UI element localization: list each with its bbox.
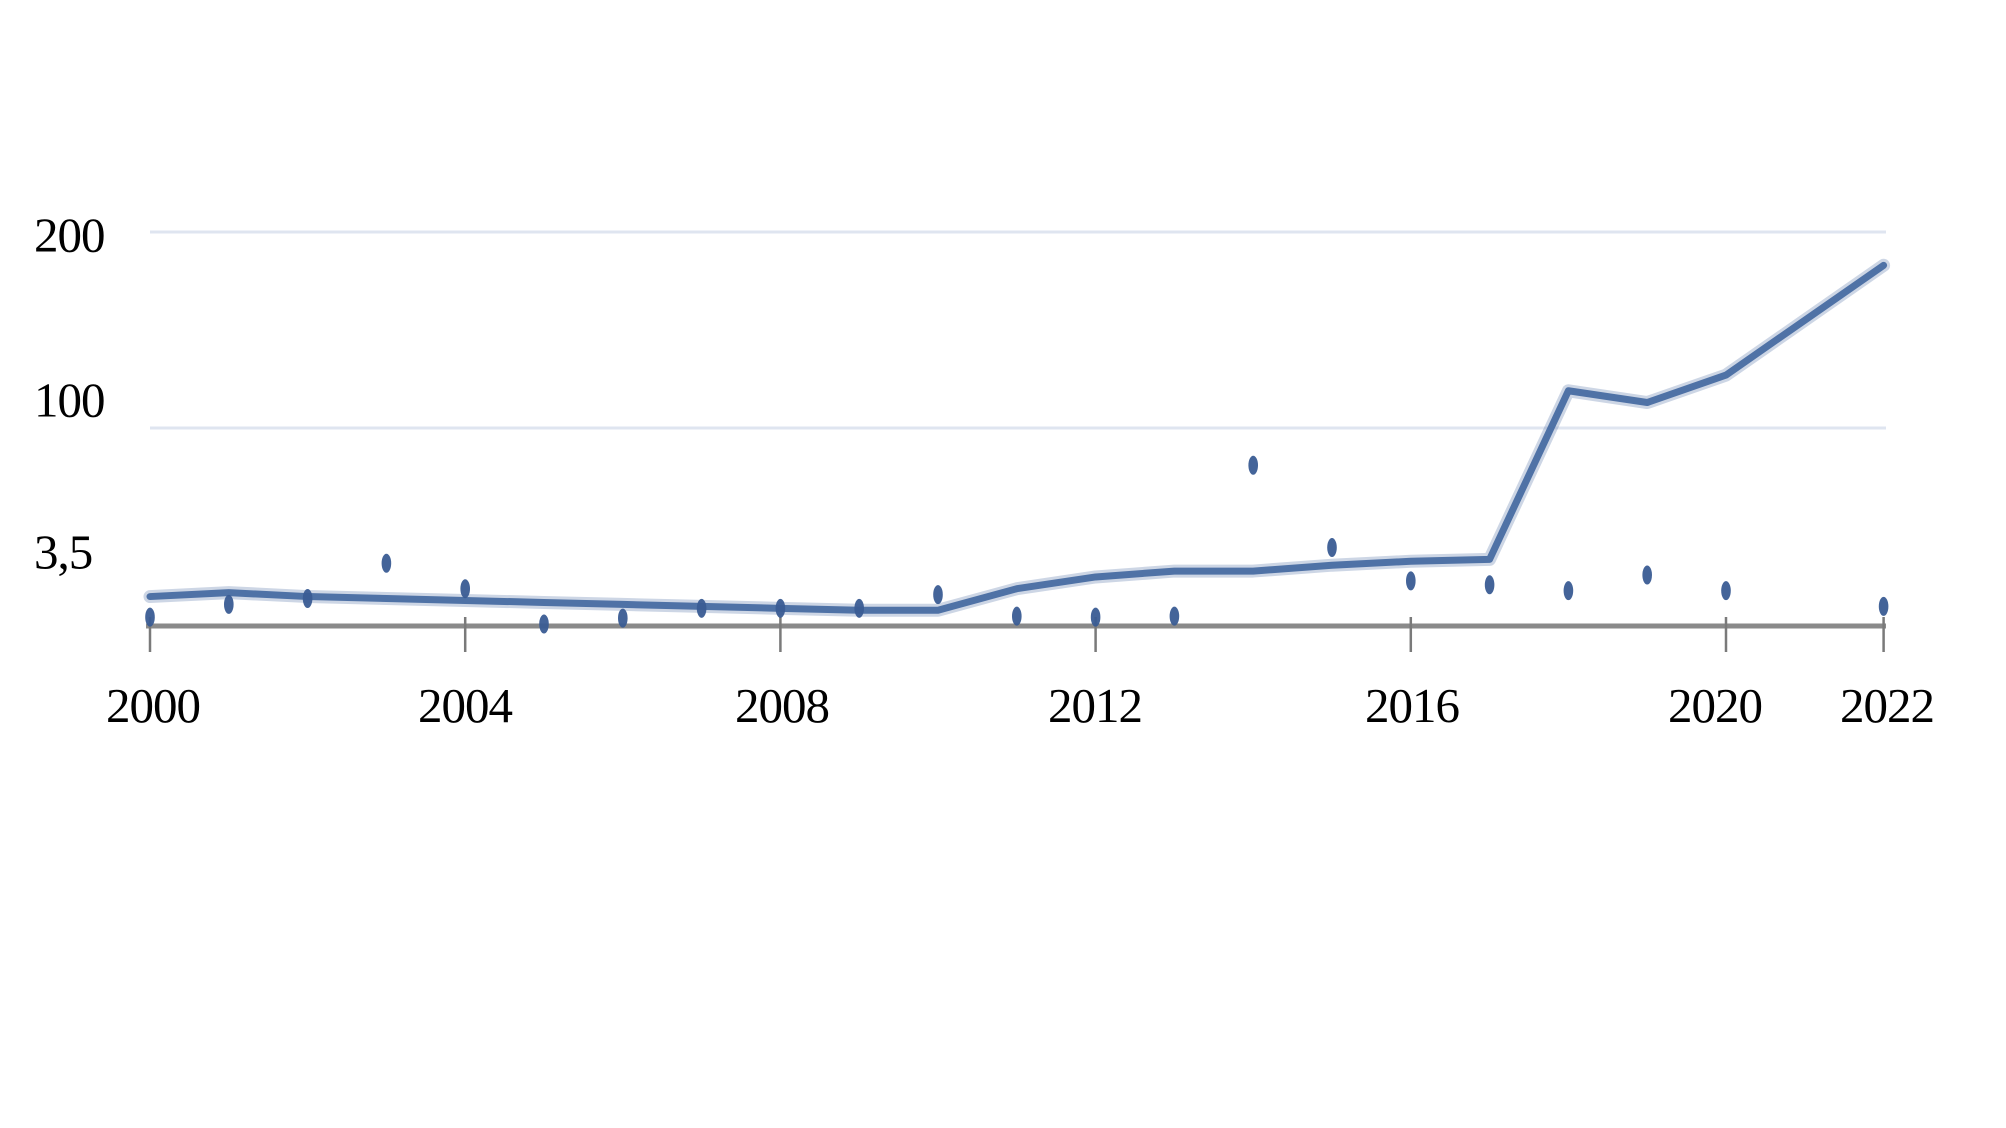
data-point-2018 <box>1563 581 1574 601</box>
x-tick-label-2000: 2000 <box>106 678 201 733</box>
data-point-2019 <box>1642 565 1652 585</box>
trend-line-halo <box>143 258 1891 617</box>
data-point-2002 <box>302 589 313 609</box>
data-point-2015 <box>1327 538 1337 558</box>
data-point-2014 <box>1248 455 1258 475</box>
data-point-2001 <box>224 594 234 614</box>
x-tick-label-2016: 2016 <box>1365 678 1460 733</box>
x-tick-label-2008: 2008 <box>735 678 830 733</box>
data-point-2010 <box>933 585 943 605</box>
y-tick-label-100: 100 <box>34 372 106 428</box>
data-point-2020 <box>1721 581 1731 601</box>
data-point-2003 <box>381 553 392 573</box>
y-tick-label-3-5: 3,5 <box>34 524 93 580</box>
data-point-2000 <box>145 607 155 627</box>
trend-line <box>146 261 1888 614</box>
data-point-2008 <box>775 598 786 618</box>
data-point-2005 <box>539 614 549 634</box>
data-point-2013 <box>1169 606 1180 626</box>
data-point-2016 <box>1406 571 1416 591</box>
data-point-2007 <box>696 598 707 618</box>
data-point-2009 <box>854 598 864 618</box>
data-point-2004 <box>460 579 471 599</box>
data-point-2017 <box>1484 575 1495 595</box>
data-point-2022 <box>1878 596 1889 616</box>
data-point-2012 <box>1090 607 1101 627</box>
data-point-2006 <box>618 608 628 628</box>
y-tick-label-200: 200 <box>34 207 106 263</box>
x-tick-label-2012: 2012 <box>1048 678 1143 733</box>
data-point-2011 <box>1012 606 1022 626</box>
x-tick-label-2020: 2020 <box>1668 678 1763 733</box>
x-tick-label-2004: 2004 <box>418 678 513 733</box>
x-tick-label-2022: 2022 <box>1840 678 1935 733</box>
